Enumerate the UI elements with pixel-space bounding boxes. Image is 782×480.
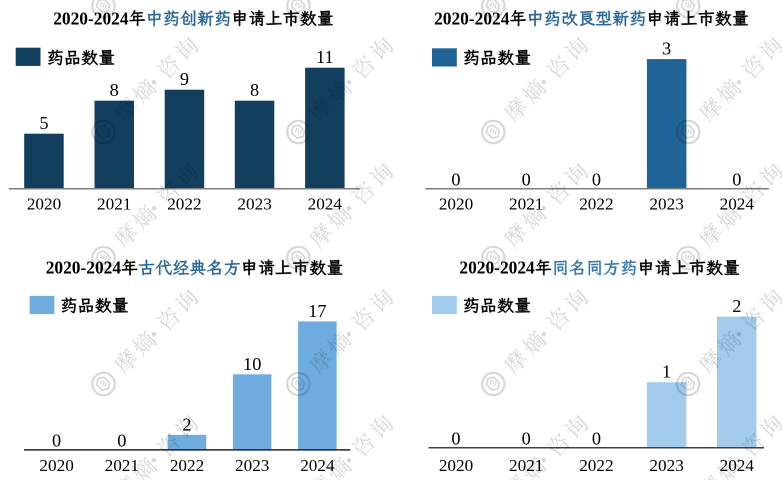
svg-text:2023: 2023 <box>649 456 683 475</box>
svg-text:2020-2024: 2020-2024 <box>46 258 122 278</box>
svg-text:2020: 2020 <box>439 456 473 475</box>
svg-text:2020-2024: 2020-2024 <box>53 8 129 28</box>
svg-text:2023: 2023 <box>649 195 683 214</box>
svg-text:2022: 2022 <box>579 456 613 475</box>
svg-text:0: 0 <box>451 429 460 449</box>
svg-text:2: 2 <box>732 296 741 316</box>
svg-text:0: 0 <box>592 429 601 449</box>
svg-text:0: 0 <box>52 431 61 451</box>
svg-text:2020: 2020 <box>439 195 473 214</box>
svg-text:17: 17 <box>308 301 326 321</box>
svg-text:2021: 2021 <box>509 195 543 214</box>
svg-text:2024: 2024 <box>720 195 755 214</box>
svg-text:8: 8 <box>250 80 259 100</box>
svg-text:2024: 2024 <box>308 195 343 214</box>
svg-text:9: 9 <box>180 69 189 89</box>
svg-text:3: 3 <box>662 39 671 59</box>
svg-text:2020: 2020 <box>27 195 61 214</box>
svg-text:2022: 2022 <box>170 456 204 475</box>
svg-text:2021: 2021 <box>105 456 139 475</box>
svg-text:0: 0 <box>732 170 741 190</box>
svg-text:2022: 2022 <box>579 195 613 214</box>
svg-text:2020-2024: 2020-2024 <box>434 8 510 28</box>
svg-text:0: 0 <box>592 170 601 190</box>
svg-text:8: 8 <box>110 80 119 100</box>
svg-text:11: 11 <box>316 47 334 67</box>
svg-text:0: 0 <box>522 170 531 190</box>
svg-text:2023: 2023 <box>235 456 269 475</box>
svg-text:2022: 2022 <box>167 195 201 214</box>
svg-text:2: 2 <box>182 414 191 434</box>
svg-text:2021: 2021 <box>97 195 131 214</box>
svg-text:5: 5 <box>39 113 48 133</box>
svg-text:10: 10 <box>243 354 261 374</box>
svg-text:0: 0 <box>522 429 531 449</box>
svg-text:2020: 2020 <box>39 456 73 475</box>
svg-text:2023: 2023 <box>237 195 271 214</box>
svg-text:1: 1 <box>662 362 671 382</box>
svg-text:2024: 2024 <box>300 456 335 475</box>
svg-text:0: 0 <box>117 431 126 451</box>
svg-text:0: 0 <box>451 170 460 190</box>
